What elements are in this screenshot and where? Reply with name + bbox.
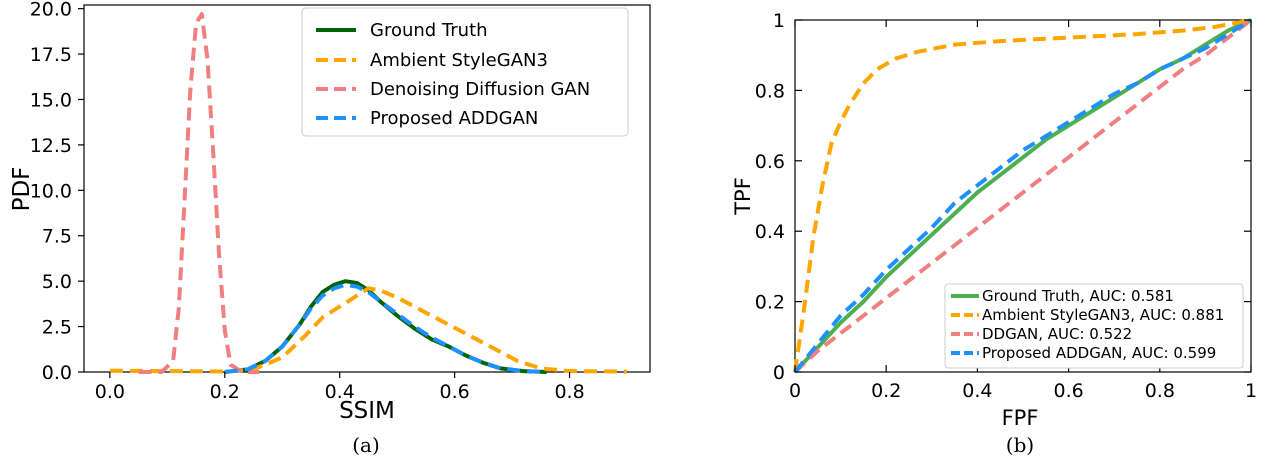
chart-a-y-tick-label: 12.5	[30, 135, 72, 157]
chart-a-y-tick-label: 20.0	[30, 0, 72, 21]
chart-a-series-3-line	[224, 282, 547, 374]
chart-b: 0 0.2 0.4 0.6 0.8 1 0 0.2 0.4 0.6 0.8 1 FPF TPF Gr…	[731, 10, 1257, 457]
chart-b-x-tick-label: 0.6	[1053, 380, 1083, 402]
chart-b-x-tick-label: 0.2	[871, 380, 901, 402]
chart-b-plot-area: 0 0.2 0.4 0.6 0.8 1 0 0.2 0.4 0.6 0.8 1	[755, 10, 1257, 402]
chart-a-y-ticks: 0.0 2.5 5.0 7.5 10.0 12.5 15.0 17.5 20.0	[30, 0, 84, 384]
chart-a-legend-label-2: Denoising Diffusion GAN	[370, 79, 590, 100]
chart-b-y-axis-label: TPF	[731, 177, 755, 216]
chart-a-legend-box	[301, 7, 629, 137]
chart-a-y-tick-label: 10.0	[30, 180, 72, 202]
chart-a-y-tick-label: 17.5	[30, 44, 72, 66]
chart-b-x-tick-label: 0.8	[1145, 380, 1175, 402]
chart-b-y-tick-label: 0.8	[755, 80, 785, 102]
chart-a-x-tick-label: 0.2	[210, 381, 240, 403]
chart-b-series-lines	[793, 18, 1253, 374]
chart-b-frame	[794, 19, 1252, 373]
chart-a-x-ticks: 0.0 0.2 0.4 0.6 0.8	[95, 372, 585, 403]
chart-a-legend-label-1: Ambient StyleGAN3	[370, 50, 548, 71]
chart-b-series-0-line	[793, 18, 1252, 374]
chart-b-y-tick-label: 1	[773, 10, 785, 32]
chart-b-series-1-line	[793, 18, 1252, 373]
chart-b-legend-label-0: Ground Truth, AUC: 0.581	[982, 287, 1174, 305]
chart-a-x-tick-label: 0.8	[554, 381, 584, 403]
chart-b-x-tick-label: 1	[1245, 380, 1257, 402]
chart-b-y-tick-label: 0.6	[755, 151, 785, 173]
chart-b-legend-box	[944, 283, 1244, 369]
chart-b-caption: (b)	[1006, 433, 1034, 457]
chart-a-series-0-line	[224, 279, 547, 374]
chart-a-x-tick-label: 0.0	[95, 381, 125, 403]
chart-b-y-ticks: 0 0.2 0.4 0.6 0.8 1	[755, 10, 1251, 384]
chart-b-legend-label-2: DDGAN, AUC: 0.522	[982, 325, 1132, 343]
chart-b-x-ticks: 0 0.2 0.4 0.6 0.8 1	[789, 20, 1257, 402]
chart-a-plot-area: 0.0 0.2 0.4 0.6 0.8 0.0 2.5 5.0 7.5 10.0 12.5 15.0…	[30, 0, 651, 403]
chart-a-y-tick-label: 0.0	[42, 362, 72, 384]
chart-b-y-tick-label: 0	[773, 362, 785, 384]
chart-a-y-tick-label: 5.0	[42, 271, 72, 293]
chart-a-y-axis-label: PDF	[9, 167, 35, 212]
chart-b-legend-label-3: Proposed ADDGAN, AUC: 0.599	[982, 344, 1216, 362]
chart-b-series-2-line	[793, 18, 1253, 374]
chart-b-x-axis-label: FPF	[1002, 406, 1039, 430]
chart-a-series-1-line	[109, 286, 628, 374]
chart-a-y-tick-label: 7.5	[42, 226, 72, 248]
chart-a-legend: Ground Truth Ambient StyleGAN3 Denoising…	[301, 7, 629, 137]
chart-a-caption: (a)	[352, 433, 380, 457]
chart-a: 0.0 0.2 0.4 0.6 0.8 0.0 2.5 5.0 7.5 10.0 12.5 15.0…	[9, 0, 651, 457]
chart-a-series-lines	[109, 12, 628, 374]
chart-a-x-axis-label: SSIM	[339, 398, 395, 424]
chart-b-legend-label-1: Ambient StyleGAN3, AUC: 0.881	[982, 306, 1224, 324]
chart-a-legend-label-3: Proposed ADDGAN	[370, 108, 538, 129]
chart-a-legend-label-0: Ground Truth	[370, 20, 488, 41]
chart-a-series-2-line	[138, 12, 260, 374]
chart-a-y-tick-label: 2.5	[42, 317, 72, 339]
chart-a-y-tick-label: 15.0	[30, 89, 72, 111]
chart-b-x-tick-label: 0	[789, 380, 801, 402]
chart-b-y-tick-label: 0.4	[755, 221, 785, 243]
chart-b-legend: Ground Truth, AUC: 0.581 Ambient StyleGA…	[944, 283, 1244, 369]
chart-b-x-tick-label: 0.4	[962, 380, 992, 402]
chart-a-frame	[83, 4, 651, 373]
chart-a-x-tick-label: 0.4	[325, 381, 355, 403]
chart-a-x-tick-label: 0.6	[440, 381, 470, 403]
chart-b-y-tick-label: 0.2	[755, 292, 785, 314]
